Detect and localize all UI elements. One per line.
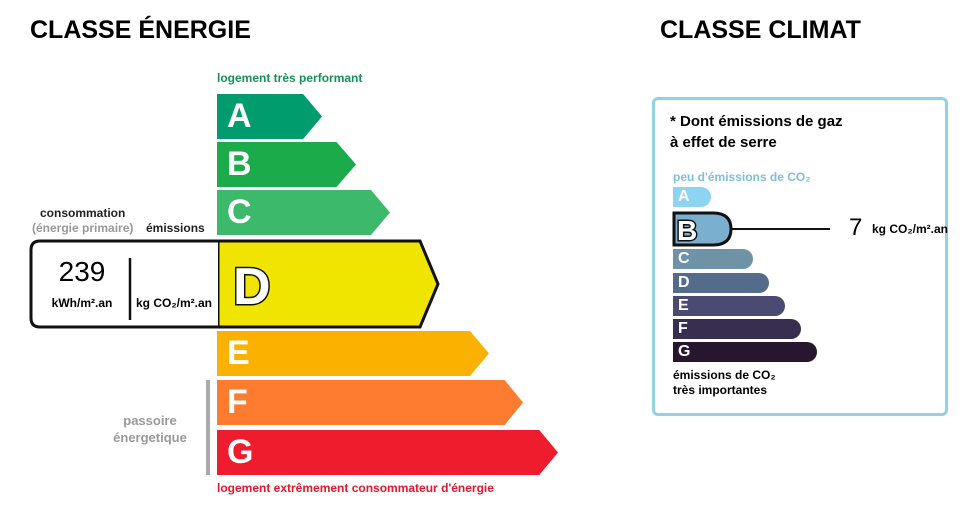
passoire-bracket xyxy=(206,380,210,475)
emissions-unit: kg CO₂/m².an xyxy=(136,296,213,310)
energy-current-letter: D xyxy=(233,258,271,316)
energy-top-label: logement très performant xyxy=(217,71,363,85)
passoire-label: passoire énergetique xyxy=(100,412,200,446)
energy-title: CLASSE ÉNERGIE xyxy=(30,16,251,44)
climate-class-g: G xyxy=(673,342,817,362)
climate-class-d: D xyxy=(673,273,769,293)
note-line1: * Dont émissions de gaz xyxy=(670,113,843,130)
note-line2: à effet de serre xyxy=(670,134,777,151)
energy-bottom-label: logement extrêmement consommateur d'éner… xyxy=(217,481,494,495)
climate-value: 7 xyxy=(849,214,863,241)
emissions-label: émissions xyxy=(146,221,205,235)
energy-class-f: F xyxy=(217,380,523,425)
energy-class-e: E xyxy=(217,331,489,376)
bottom-line1: émissions de CO₂ xyxy=(673,368,776,382)
energy-current-box: D xyxy=(29,239,440,329)
climate-class-f: F xyxy=(673,319,801,339)
energy-class-a: A xyxy=(217,94,322,139)
consommation-unit: kWh/m².an xyxy=(51,296,113,310)
climate-unit: kg CO₂/m².an xyxy=(872,222,949,236)
passoire-line1: passoire xyxy=(123,413,177,428)
climate-class-a: A xyxy=(673,187,711,207)
climate-box xyxy=(652,97,948,416)
passoire-line2: énergetique xyxy=(113,430,187,445)
energy-class-c: C xyxy=(217,190,390,235)
climate-indicator-line xyxy=(732,228,830,230)
climate-title: CLASSE CLIMAT xyxy=(660,16,861,44)
climate-class-c: C xyxy=(673,249,753,269)
climate-current-box: B xyxy=(672,211,733,248)
primaire-label: (énergie primaire) xyxy=(32,221,134,235)
energy-class-b: B xyxy=(217,142,356,187)
energy-class-g: G xyxy=(217,430,558,475)
bottom-line2: très importantes xyxy=(673,383,768,397)
consommation-label: consommation xyxy=(40,206,126,220)
climate-note: * Dont émissions de gaz à effet de serre xyxy=(670,111,843,153)
climate-current-letter: B xyxy=(677,215,697,246)
climate-class-e: E xyxy=(673,296,785,316)
climate-top-label: peu d'émissions de CO₂ xyxy=(673,170,811,184)
consommation-value: 239 xyxy=(58,256,106,287)
climate-bottom-label: émissions de CO₂ très importantes xyxy=(673,368,776,398)
